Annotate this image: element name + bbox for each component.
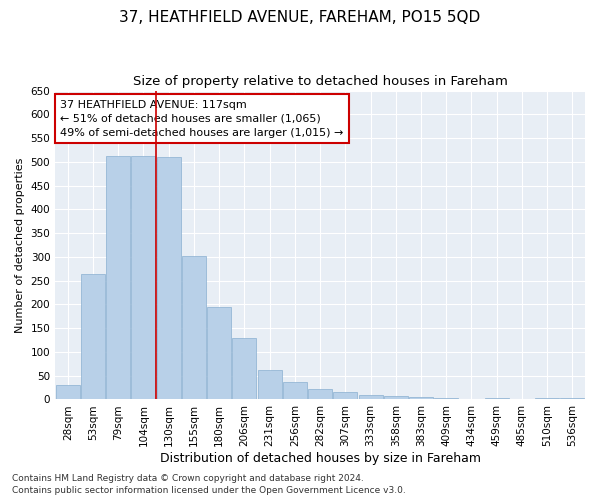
Bar bbox=[359, 394, 383, 400]
Y-axis label: Number of detached properties: Number of detached properties bbox=[15, 158, 25, 332]
Bar bbox=[157, 157, 181, 400]
Bar bbox=[106, 156, 130, 400]
Bar bbox=[535, 398, 559, 400]
Bar bbox=[257, 370, 281, 400]
Bar bbox=[334, 392, 357, 400]
Bar bbox=[308, 389, 332, 400]
Bar bbox=[207, 308, 231, 400]
Bar bbox=[283, 382, 307, 400]
Bar bbox=[434, 398, 458, 400]
X-axis label: Distribution of detached houses by size in Fareham: Distribution of detached houses by size … bbox=[160, 452, 481, 465]
Bar bbox=[182, 256, 206, 400]
Title: Size of property relative to detached houses in Fareham: Size of property relative to detached ho… bbox=[133, 75, 508, 88]
Bar bbox=[131, 156, 155, 400]
Bar bbox=[232, 338, 256, 400]
Text: 37, HEATHFIELD AVENUE, FAREHAM, PO15 5QD: 37, HEATHFIELD AVENUE, FAREHAM, PO15 5QD bbox=[119, 10, 481, 25]
Bar bbox=[81, 274, 105, 400]
Bar bbox=[560, 398, 584, 400]
Bar bbox=[409, 397, 433, 400]
Bar bbox=[485, 398, 509, 400]
Text: 37 HEATHFIELD AVENUE: 117sqm
← 51% of detached houses are smaller (1,065)
49% of: 37 HEATHFIELD AVENUE: 117sqm ← 51% of de… bbox=[61, 100, 344, 138]
Text: Contains HM Land Registry data © Crown copyright and database right 2024.
Contai: Contains HM Land Registry data © Crown c… bbox=[12, 474, 406, 495]
Bar bbox=[384, 396, 408, 400]
Bar bbox=[56, 385, 80, 400]
